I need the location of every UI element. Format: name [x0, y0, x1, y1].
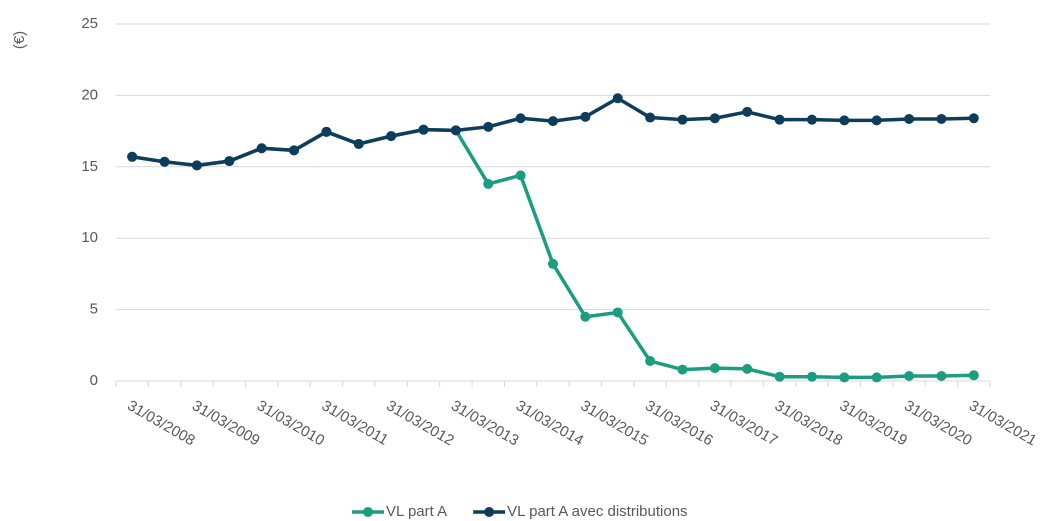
point [742, 106, 753, 117]
point [677, 364, 688, 375]
point [612, 307, 623, 318]
point [483, 121, 494, 132]
x-tick-label: 31/03/2008 [124, 397, 198, 449]
point [774, 114, 785, 125]
point [904, 371, 915, 382]
point [127, 151, 138, 162]
y-tick-label: 20 [81, 86, 98, 103]
point [159, 156, 170, 167]
point [774, 371, 785, 382]
legend-marker [484, 507, 495, 517]
point [709, 113, 720, 124]
x-tick-label: 31/03/2019 [837, 397, 911, 449]
point [224, 156, 235, 167]
point [418, 124, 429, 135]
y-tick-label: 0 [90, 372, 98, 389]
point [839, 372, 850, 383]
point [289, 145, 300, 156]
x-tick-label: 31/03/2017 [707, 397, 781, 449]
x-tick-label: 31/03/2010 [254, 397, 328, 449]
point [871, 115, 882, 126]
x-tick-label: 31/03/2020 [901, 397, 975, 449]
x-tick-label: 31/03/2016 [642, 397, 716, 449]
x-tick-label: 31/03/2015 [578, 397, 652, 449]
x-tick-label: 31/03/2021 [966, 397, 1040, 449]
x-tick-label: 31/03/2018 [772, 397, 846, 449]
point [580, 111, 591, 122]
point [191, 160, 202, 171]
point [839, 115, 850, 126]
point [645, 356, 656, 367]
y-tick-label: 25 [81, 15, 98, 32]
point [968, 113, 979, 124]
x-tick-label: 31/03/2012 [383, 397, 457, 449]
y-axis-label: (€) [11, 31, 28, 49]
x-tick-label: 31/03/2013 [448, 397, 522, 449]
point [742, 363, 753, 374]
point [256, 143, 267, 154]
point [645, 112, 656, 123]
legend-label: VL part A avec distributions [507, 503, 687, 520]
point [612, 93, 623, 104]
point [515, 113, 526, 124]
x-tick-label: 31/03/2009 [189, 397, 263, 449]
y-tick-label: 5 [90, 301, 98, 318]
point [483, 178, 494, 189]
x-tick-label: 31/03/2011 [319, 397, 392, 449]
point [677, 114, 688, 125]
x-tick-label: 31/03/2014 [513, 397, 587, 449]
point [548, 258, 558, 269]
point [386, 131, 397, 142]
point [709, 363, 720, 374]
point [353, 138, 364, 149]
point [515, 170, 526, 181]
point [806, 371, 817, 382]
point [871, 372, 882, 383]
y-tick-label: 15 [81, 158, 98, 175]
point [321, 126, 332, 137]
point [548, 116, 558, 127]
legend-label: VL part A [386, 503, 447, 520]
point [904, 113, 915, 124]
point [968, 370, 979, 381]
series-line [131, 96, 974, 168]
point [450, 125, 461, 136]
point [806, 114, 817, 125]
y-tick-label: 10 [81, 229, 98, 246]
point [936, 371, 947, 382]
legend-marker [363, 507, 373, 517]
point [580, 311, 591, 322]
point [936, 113, 947, 124]
